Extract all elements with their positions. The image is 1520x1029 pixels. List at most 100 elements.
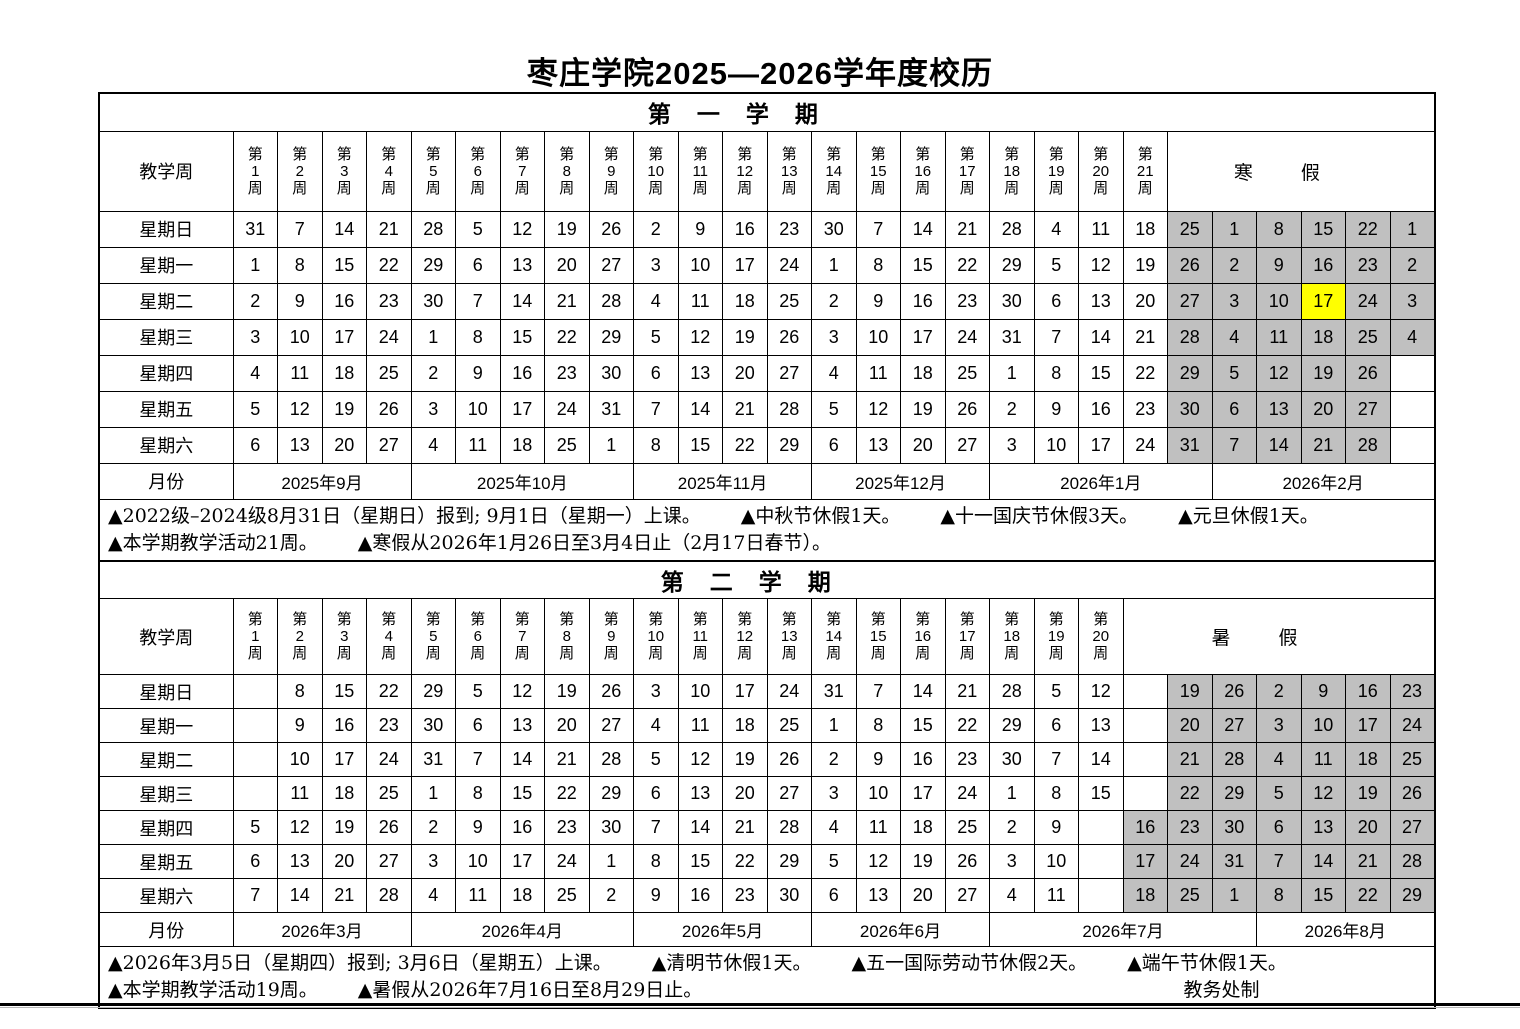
- date-cell: 19: [544, 674, 590, 709]
- date-cell: 15: [677, 426, 723, 464]
- note-item: ▲中秋节休假1天。: [740, 504, 901, 527]
- date-cell: 22: [944, 246, 990, 284]
- vacation-date-cell: 26: [1211, 674, 1257, 709]
- weekday-row: 星期三 11 18 25 1 8 15 22 29 6 13 20 27 3 10 17 24 1 8 15 22 29 5…: [98, 776, 1435, 811]
- date-cell: 20: [1122, 282, 1168, 320]
- date-cell: 13: [277, 426, 323, 464]
- vacation-date-cell: 6: [1256, 810, 1302, 845]
- date-cell: 17: [722, 674, 768, 709]
- semester-title: 第一学期: [98, 92, 1436, 132]
- date-cell: 20: [321, 844, 367, 879]
- vacation-date-cell: 1: [1389, 210, 1436, 248]
- date-cell: 28: [366, 878, 412, 913]
- date-cell: 9: [277, 282, 323, 320]
- date-cell: 11: [277, 354, 323, 392]
- weekday-row: 星期日 8 15 22 29 5 12 19 26 3 10 17 24 31 7 14 21 28 5 12 19 26…: [98, 674, 1435, 709]
- month-cell: 2026年3月: [232, 912, 412, 947]
- week-header-cell: 第 15 周: [855, 598, 901, 675]
- date-cell: 20: [722, 354, 768, 392]
- vacation-date-cell: 3: [1256, 708, 1302, 743]
- date-cell: 26: [766, 742, 812, 777]
- week-header-cell: 第 18 周: [989, 130, 1035, 212]
- date-cell: 29: [989, 708, 1035, 743]
- vacation-date-cell: 31: [1211, 844, 1257, 879]
- vacation-date-cell: 27: [1211, 708, 1257, 743]
- weekday-row: 星期一 9 16 23 30 6 13 20 27 4 11 18 25 1 8 15 22 29 6 13 20 27 3…: [98, 708, 1435, 743]
- vacation-date-cell: 3: [1211, 282, 1257, 320]
- vacation-date-cell: 25: [1167, 878, 1213, 913]
- date-cell: 4: [811, 810, 857, 845]
- note-item: ▲十一国庆节休假3天。: [940, 504, 1139, 527]
- vacation-date-cell: 23: [1167, 810, 1213, 845]
- vacation-date-cell: 10: [1300, 708, 1346, 743]
- date-cell: 5: [633, 742, 679, 777]
- date-cell: 4: [811, 354, 857, 392]
- date-cell: 19: [722, 742, 768, 777]
- date-cell: 22: [944, 708, 990, 743]
- date-cell: 20: [900, 878, 946, 913]
- date-cell: 14: [277, 878, 323, 913]
- date-cell: 8: [1033, 776, 1079, 811]
- vacation-date-cell: 18: [1122, 878, 1168, 913]
- date-cell: 5: [455, 210, 501, 248]
- vacation-date-cell: 10: [1256, 282, 1302, 320]
- week-header-cell: 第 19 周: [1033, 130, 1079, 212]
- date-cell: 15: [1078, 776, 1124, 811]
- date-cell: 25: [766, 282, 812, 320]
- date-cell: [232, 776, 278, 811]
- winter-vacation-label: 寒假: [1166, 130, 1436, 212]
- vacation-date-cell: 30: [1167, 390, 1213, 428]
- date-cell: 10: [855, 318, 901, 356]
- date-cell: 23: [366, 708, 412, 743]
- weekday-row: 星期六 7 14 21 28 4 11 18 25 2 9 16 23 30 6 13 20 27 4 11 18 25 1…: [98, 878, 1435, 913]
- date-cell: 21: [944, 674, 990, 709]
- date-cell: 10: [455, 844, 501, 879]
- date-cell: 17: [499, 390, 545, 428]
- date-cell: 3: [811, 776, 857, 811]
- note-item: ▲本学期教学活动21周。: [108, 531, 318, 554]
- date-cell: 5: [1033, 674, 1079, 709]
- date-cell: 2: [811, 282, 857, 320]
- weekday-label: 星期五: [98, 390, 234, 428]
- date-cell: 6: [1033, 708, 1079, 743]
- date-cell: 1: [811, 246, 857, 284]
- date-cell: 28: [588, 282, 634, 320]
- summer-vacation-label: 暑假: [1122, 598, 1435, 675]
- date-cell: 16: [499, 810, 545, 845]
- vacation-date-cell: 7: [1256, 844, 1302, 879]
- vacation-date-cell: 7: [1211, 426, 1257, 464]
- date-cell: 22: [722, 844, 768, 879]
- date-cell: 2: [811, 742, 857, 777]
- date-cell: 12: [1078, 246, 1124, 284]
- weekday-row: 星期五 5 12 19 26 3 10 17 24 31 7 14 21 28 5 12 19 26 2 9 16 23 3…: [98, 390, 1436, 428]
- date-cell: 17: [499, 844, 545, 879]
- teaching-week-label: 教学周: [98, 598, 234, 675]
- date-cell: 29: [989, 246, 1035, 284]
- week-header-cell: 第 15 周: [855, 130, 901, 212]
- date-cell: 27: [588, 708, 634, 743]
- date-cell: 4: [633, 708, 679, 743]
- page-bottom-rule: [0, 1003, 1520, 1006]
- date-cell: 3: [410, 844, 456, 879]
- week-header-cell: 第 10 周: [633, 130, 679, 212]
- weekday-row: 星期四 5 12 19 26 2 9 16 23 30 7 14 21 28 4 11 18 25 2 9 16 23 30…: [98, 810, 1435, 845]
- date-cell: 8: [1033, 354, 1079, 392]
- date-cell: 10: [1033, 426, 1079, 464]
- date-cell: 18: [722, 282, 768, 320]
- vacation-date-cell: [1122, 674, 1168, 709]
- date-cell: [232, 708, 278, 743]
- note-item: ▲五一国际劳动节休假2天。: [851, 952, 1088, 974]
- vacation-date-cell: 18: [1300, 318, 1346, 356]
- date-cell: 5: [1033, 246, 1079, 284]
- vacation-date-cell: 27: [1167, 282, 1213, 320]
- vacation-date-cell: 12: [1300, 776, 1346, 811]
- date-cell: 31: [989, 318, 1035, 356]
- date-cell: 1: [989, 354, 1035, 392]
